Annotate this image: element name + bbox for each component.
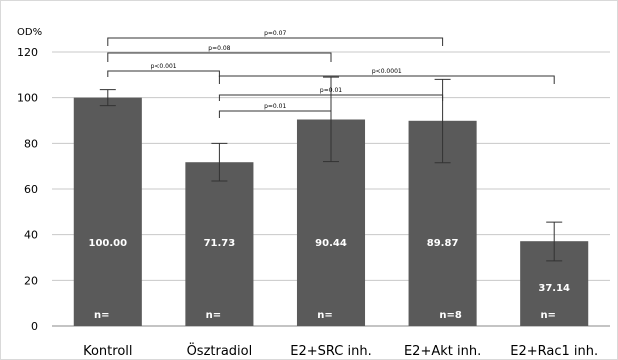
y-tick-label: 120 (17, 46, 38, 59)
significance-bracket-3 (218, 75, 555, 84)
y-tick-label: 60 (24, 183, 38, 196)
y-tick-label: 40 (24, 229, 38, 242)
significance-label: p=0.01 (320, 87, 342, 94)
n-label: n= (540, 310, 556, 321)
significance-label: p=0.01 (264, 103, 286, 110)
significance-label: p<0.0001 (372, 68, 402, 75)
bar-value-label: 90.44 (315, 238, 347, 249)
n-label: n= (317, 310, 333, 321)
y-tick-label: 80 (24, 137, 38, 150)
y-tick-label: 100 (17, 92, 38, 105)
y-tick-label: 0 (31, 320, 38, 333)
error-bars (99, 76, 563, 262)
x-category-label: Kontroll (83, 344, 132, 359)
significance-bracket-0 (107, 37, 444, 46)
bar-value-label: 100.00 (89, 238, 128, 249)
bar-value-label: 89.87 (427, 238, 459, 249)
significance-label: p=0.08 (208, 45, 230, 52)
significance-bracket-5 (218, 110, 332, 118)
significance-label: p=0.07 (264, 30, 286, 37)
bar-value-label: 37.14 (538, 283, 570, 294)
bar-1 (185, 162, 254, 326)
bar-value-label: 71.73 (204, 238, 236, 249)
labels: 100.00 n= Kontroll 71.73 n= Ösztradiol 90.44 n=… (83, 238, 598, 359)
x-category-label: Ösztradiol (187, 342, 253, 359)
n-label: n= (206, 310, 222, 321)
significance-bracket-4 (218, 94, 444, 101)
y-tick-label: 20 (24, 274, 38, 287)
significance-brackets: p=0.07 p=0.08 p<0.001 p<0.0001 p=0.01 p=0.01 (107, 30, 555, 118)
x-category-label: E2+SRC inh. (290, 344, 371, 359)
bar-0 (73, 97, 142, 327)
n-label: n= (94, 310, 110, 321)
significance-bracket-2 (107, 70, 220, 77)
x-category-label: E2+Akt inh. (404, 344, 481, 359)
y-axis-label: OD% (17, 27, 42, 38)
n-label: n=8 (439, 310, 461, 321)
significance-label: p<0.001 (151, 63, 177, 70)
significance-bracket-1 (107, 52, 332, 62)
x-category-label: E2+Rac1 inh. (510, 344, 598, 359)
